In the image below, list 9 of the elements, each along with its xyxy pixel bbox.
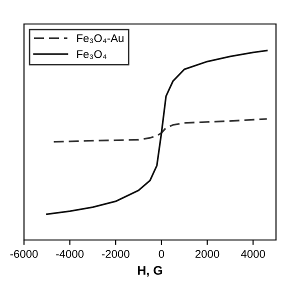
- x-tick-label: -4000: [56, 250, 84, 258]
- x-tick-label: 4000: [240, 250, 266, 258]
- legend-label: Fe₃O₄: [77, 50, 106, 59]
- x-tick-label: 0: [158, 250, 164, 258]
- x-tick-label: 2000: [195, 250, 220, 258]
- x-axis-title: H, G: [138, 266, 162, 277]
- x-tick-label: -2000: [102, 250, 130, 258]
- x-tick-label: -6000: [10, 250, 38, 258]
- legend-label: Fe₃O₄-Au: [77, 34, 124, 44]
